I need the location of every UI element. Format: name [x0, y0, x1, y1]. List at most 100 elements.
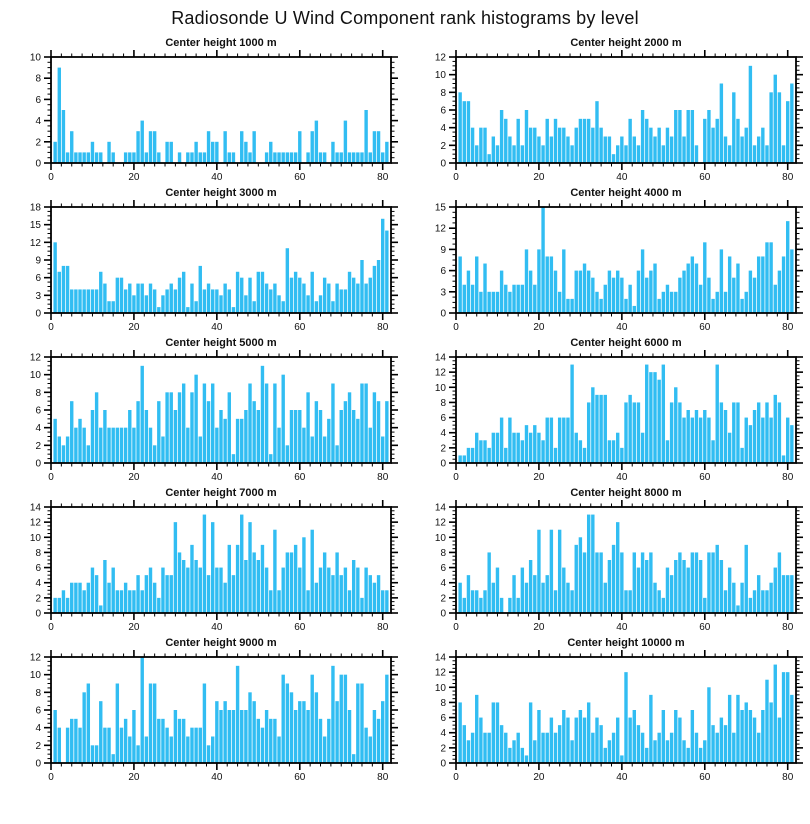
bar: [483, 732, 487, 763]
svg-text:2: 2: [440, 743, 446, 754]
bar: [645, 277, 649, 313]
bar: [479, 717, 483, 763]
bar: [211, 736, 215, 763]
bar: [682, 270, 686, 313]
bar: [351, 277, 356, 313]
bar: [491, 136, 496, 163]
bar: [360, 683, 364, 763]
svg-text:4: 4: [35, 723, 41, 734]
bar: [144, 410, 149, 463]
bar: [372, 392, 377, 463]
bar: [94, 575, 99, 613]
bar: [777, 270, 782, 313]
histogram-svg: Center height 9000 m 0 20 40 60 80 0 2 4 6 8 10 12: [30, 637, 398, 783]
bar: [524, 755, 529, 763]
bar: [632, 136, 636, 163]
bar: [528, 560, 533, 613]
bar: [694, 552, 699, 613]
bar: [703, 597, 707, 613]
bar: [570, 740, 574, 763]
bar: [190, 392, 194, 463]
bar: [339, 289, 343, 313]
histogram-panel-3: Center height 3000 m 0 20 40 60 80 0 3 6 9 12 15 18: [3, 183, 402, 333]
bar: [504, 118, 508, 163]
bar: [70, 131, 74, 163]
bar: [223, 701, 227, 763]
bar: [368, 427, 372, 463]
bar: [620, 552, 624, 613]
histogram-panel-1: Center height 1000 m 0 20 40 60 80 0 2 4 6 8 10: [3, 33, 402, 183]
bar: [335, 552, 339, 613]
bar: [298, 131, 302, 163]
svg-text:10: 10: [435, 383, 447, 394]
bar: [115, 590, 120, 613]
bar: [586, 118, 591, 163]
bar: [669, 291, 674, 313]
bar: [177, 718, 182, 763]
bar: [562, 567, 566, 613]
bar: [690, 710, 695, 763]
bar: [674, 387, 678, 463]
bar: [645, 118, 649, 163]
svg-text:80: 80: [782, 772, 794, 783]
bar: [553, 590, 558, 613]
bar: [244, 710, 248, 763]
bar: [347, 392, 352, 463]
bar: [78, 289, 82, 313]
bar: [723, 725, 728, 763]
svg-text:2: 2: [440, 443, 446, 454]
svg-text:0: 0: [35, 159, 41, 170]
bar: [70, 401, 74, 463]
bar: [649, 552, 653, 613]
bar: [719, 717, 724, 763]
bar: [281, 674, 285, 763]
bar: [756, 732, 761, 763]
bar: [273, 283, 277, 313]
bar: [364, 110, 368, 163]
bars: [53, 657, 389, 763]
bar: [711, 725, 715, 763]
bar: [152, 131, 157, 163]
bar: [343, 567, 348, 613]
axes: [449, 50, 803, 170]
bar: [78, 582, 82, 613]
bar: [285, 445, 290, 463]
page-title: Radiosonde U Wind Component rank histogr…: [171, 8, 639, 28]
svg-text:6: 6: [440, 413, 446, 424]
bar: [512, 740, 516, 763]
bar: [690, 256, 695, 313]
bar: [198, 265, 202, 313]
svg-text:20: 20: [128, 322, 140, 333]
bar: [190, 727, 194, 763]
bar: [462, 597, 466, 613]
bars: [458, 664, 794, 763]
bar: [70, 718, 74, 763]
bar: [385, 590, 389, 613]
svg-text:6: 6: [440, 266, 446, 277]
bar: [177, 152, 182, 163]
bar: [508, 291, 512, 313]
bar: [640, 249, 645, 313]
bar: [698, 747, 703, 763]
svg-text:2: 2: [440, 141, 446, 152]
bar: [727, 145, 732, 163]
bar: [157, 718, 161, 763]
tick-labels: 0 20 40 60 80 0 3 6 9 12 15: [435, 203, 794, 334]
bar: [765, 402, 769, 463]
bar: [611, 732, 616, 763]
svg-text:8: 8: [35, 388, 41, 399]
bar: [719, 402, 724, 463]
bar: [586, 402, 591, 463]
bar: [252, 401, 256, 463]
bar: [761, 710, 765, 763]
bars: [53, 365, 389, 463]
bar: [624, 402, 628, 463]
bar: [748, 65, 753, 163]
bar: [322, 277, 327, 313]
bar: [318, 152, 323, 163]
bar: [773, 567, 777, 613]
svg-text:2: 2: [35, 741, 41, 752]
bar: [765, 145, 769, 163]
bar: [140, 365, 144, 463]
bar: [277, 427, 281, 463]
